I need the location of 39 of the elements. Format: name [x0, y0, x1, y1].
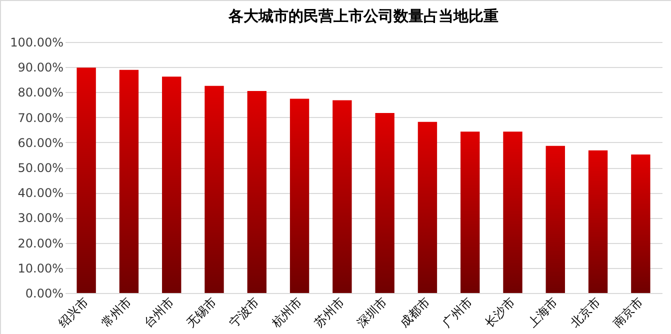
bar	[76, 68, 96, 293]
x-tick-label: 广州市	[440, 294, 476, 330]
x-tick-label: 深圳市	[354, 294, 390, 330]
x-tick-label: 长沙市	[482, 294, 518, 330]
y-tick-label: 80.00%	[18, 86, 64, 100]
bar	[631, 154, 650, 293]
x-tick-label: 无锡市	[184, 294, 220, 330]
bar	[247, 90, 266, 293]
x-tick-label: 北京市	[568, 294, 603, 330]
bar	[460, 132, 480, 293]
bar	[290, 98, 310, 293]
chart-title: 各大城市的民营上市公司数量占当地比重	[228, 7, 498, 25]
bar	[204, 86, 224, 293]
bar	[119, 70, 139, 293]
bar	[588, 150, 608, 293]
bar	[418, 122, 438, 293]
bar	[546, 146, 565, 293]
y-tick-label: 0.00%	[25, 286, 64, 300]
y-tick-label: 20.00%	[18, 236, 64, 250]
x-tick-label: 苏州市	[312, 294, 348, 330]
y-tick-label: 70.00%	[18, 110, 64, 125]
bar	[332, 100, 352, 293]
y-tick-label: 90.00%	[18, 60, 64, 75]
y-tick-label: 10.00%	[18, 261, 64, 276]
y-tick-label: 30.00%	[18, 211, 64, 226]
bar	[375, 113, 394, 293]
bar	[503, 132, 522, 293]
x-tick-label: 宁波市	[226, 294, 262, 330]
x-tick-label: 杭州市	[268, 294, 304, 331]
x-tick-label: 上海市	[524, 294, 560, 330]
y-tick-label: 50.00%	[18, 161, 64, 175]
y-tick-label: 40.00%	[18, 186, 64, 200]
bar	[162, 76, 182, 293]
y-tick-label: 60.00%	[18, 136, 64, 150]
x-tick-label: 常州市	[98, 294, 134, 330]
x-tick-label: 台州市	[141, 294, 177, 330]
x-tick-label: 成都市	[397, 294, 432, 330]
y-tick-label: 100.00%	[10, 36, 64, 50]
x-tick-label: 南京市	[610, 294, 646, 330]
